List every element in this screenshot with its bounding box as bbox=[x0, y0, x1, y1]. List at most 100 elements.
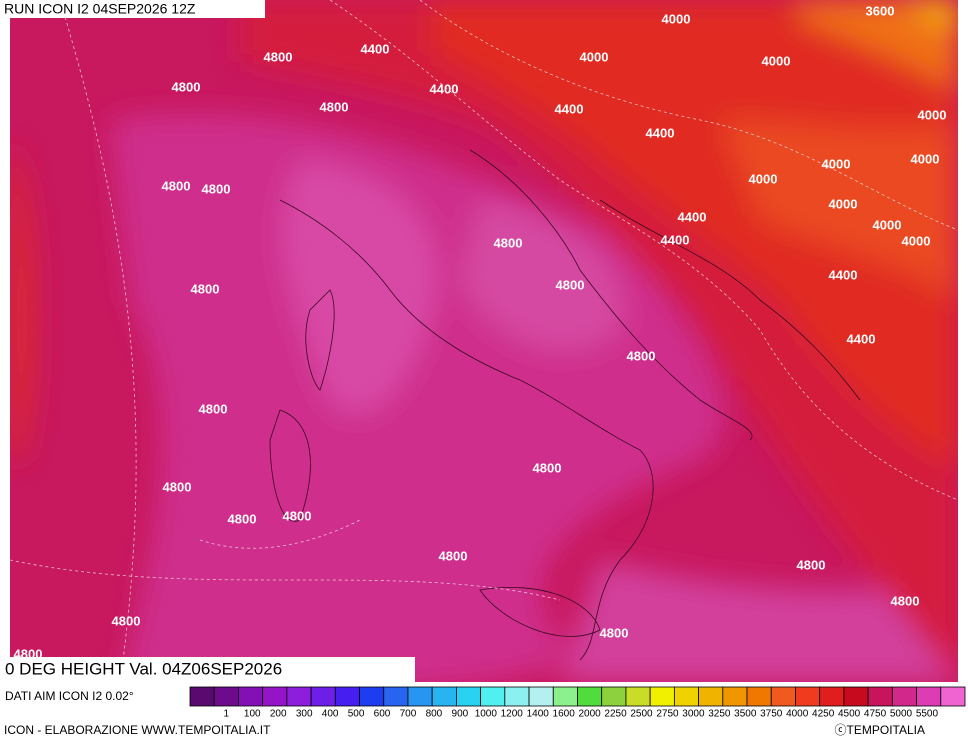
color-swatch bbox=[577, 686, 603, 707]
color-swatch bbox=[262, 686, 288, 707]
colorbar-label: 900 bbox=[452, 709, 469, 720]
colorbar-label: 2000 bbox=[578, 709, 601, 720]
contour-label: 4400 bbox=[829, 267, 858, 282]
color-swatch bbox=[916, 686, 942, 707]
contour-label: 4800 bbox=[533, 460, 562, 475]
color-swatch bbox=[407, 686, 433, 707]
color-swatch bbox=[286, 686, 312, 707]
colorbar-label: 300 bbox=[296, 709, 313, 720]
contour-label: 4000 bbox=[902, 233, 931, 248]
copyright: ⓒTEMPOITALIA bbox=[835, 723, 925, 737]
colorbar-label: 2250 bbox=[604, 709, 627, 720]
map-title: 0 DEG HEIGHT Val. 04Z06SEP2026 bbox=[5, 659, 282, 678]
color-swatch bbox=[795, 686, 821, 707]
contour-label: 4800 bbox=[556, 277, 585, 292]
contour-label: 4000 bbox=[580, 49, 609, 64]
color-swatch bbox=[310, 686, 336, 707]
colorbar-label: 1600 bbox=[553, 709, 576, 720]
contour-label: 4800 bbox=[439, 548, 468, 563]
colorbar-label: 2500 bbox=[630, 709, 653, 720]
contour-label: 4400 bbox=[555, 101, 584, 116]
contour-label: 4800 bbox=[600, 625, 629, 640]
contour-label: 4800 bbox=[163, 479, 192, 494]
title-box bbox=[0, 657, 415, 683]
credit: ICON - ELABORAZIONE WWW.TEMPOITALIA.IT bbox=[4, 723, 271, 737]
contour-label: 4400 bbox=[678, 209, 707, 224]
colorbar-label: 4000 bbox=[786, 709, 809, 720]
colorbar-label: 100 bbox=[244, 709, 261, 720]
colorbar-label: 800 bbox=[426, 709, 443, 720]
contour-label: 4400 bbox=[661, 232, 690, 247]
color-swatch bbox=[334, 686, 360, 707]
colorbar-label: 1 bbox=[224, 709, 230, 720]
color-swatch bbox=[722, 686, 748, 707]
contour-label: 4000 bbox=[822, 156, 851, 171]
contour-label: 4000 bbox=[873, 217, 902, 232]
colorbar-label: 3000 bbox=[682, 709, 705, 720]
contour-label: 4400 bbox=[430, 81, 459, 96]
color-swatch bbox=[867, 686, 893, 707]
color-swatch bbox=[601, 686, 627, 707]
color-swatch bbox=[480, 686, 506, 707]
colorbar-label: 4500 bbox=[838, 709, 861, 720]
color-swatch bbox=[673, 686, 699, 707]
colorbar-label: 3250 bbox=[708, 709, 731, 720]
contour-label: 4800 bbox=[494, 235, 523, 250]
contour-label: 4800 bbox=[320, 99, 349, 114]
contours bbox=[10, 0, 958, 682]
contour-label: 4000 bbox=[749, 171, 778, 186]
contour-label: 4000 bbox=[911, 151, 940, 166]
color-swatch bbox=[649, 686, 675, 707]
contour-label: 4000 bbox=[662, 11, 691, 26]
contour-label: 4800 bbox=[191, 281, 220, 296]
colorbar-label: 5000 bbox=[890, 709, 913, 720]
color-swatch bbox=[431, 686, 457, 707]
color-swatch bbox=[359, 686, 385, 707]
contour-label: 4800 bbox=[199, 401, 228, 416]
contour-label: 4800 bbox=[627, 348, 656, 363]
colorbar-label: 2750 bbox=[656, 709, 679, 720]
colorbar-label: 1000 bbox=[475, 709, 498, 720]
color-swatch bbox=[552, 686, 578, 707]
color-swatch bbox=[456, 686, 482, 707]
colorbar-label: 700 bbox=[400, 709, 417, 720]
contour-label: 4800 bbox=[172, 79, 201, 94]
contour-label: 4400 bbox=[361, 41, 390, 56]
colorbar: 1 100 200 300 400 500 600 700 800 900 1000 1200 1400… bbox=[189, 686, 966, 720]
color-swatch bbox=[891, 686, 917, 707]
colorbar-label: 400 bbox=[322, 709, 339, 720]
colorbar-label: 4750 bbox=[864, 709, 887, 720]
contour-label: 4000 bbox=[762, 53, 791, 68]
color-swatch bbox=[625, 686, 651, 707]
color-swatch bbox=[819, 686, 845, 707]
contour-label: 4800 bbox=[228, 511, 257, 526]
color-swatch bbox=[383, 686, 409, 707]
colorbar-label: 5500 bbox=[916, 709, 939, 720]
colorbar-label: 500 bbox=[348, 709, 365, 720]
contour-label: 4800 bbox=[264, 49, 293, 64]
contour-label: 4000 bbox=[918, 107, 947, 122]
color-swatch bbox=[698, 686, 724, 707]
color-swatch bbox=[940, 686, 966, 707]
color-swatch bbox=[770, 686, 796, 707]
contour-label: 4800 bbox=[797, 557, 826, 572]
colorbar-label: 1400 bbox=[527, 709, 550, 720]
contour-label: 4800 bbox=[202, 181, 231, 196]
colorbar-label: 200 bbox=[270, 709, 287, 720]
color-swatch bbox=[189, 686, 215, 707]
colorbar-label: 4250 bbox=[812, 709, 835, 720]
contour-label: 4000 bbox=[829, 196, 858, 211]
colorbar-label: 3500 bbox=[734, 709, 757, 720]
color-swatch bbox=[504, 686, 530, 707]
source-label: DATI AIM ICON I2 0.02° bbox=[5, 689, 134, 703]
contour-label: 3600 bbox=[866, 3, 895, 18]
header-box bbox=[0, 0, 265, 18]
contour-label: 4400 bbox=[646, 125, 675, 140]
contour-label: 4800 bbox=[891, 593, 920, 608]
color-swatch bbox=[746, 686, 772, 707]
colorbar-label: 3750 bbox=[760, 709, 783, 720]
colorbar-label: 600 bbox=[374, 709, 391, 720]
